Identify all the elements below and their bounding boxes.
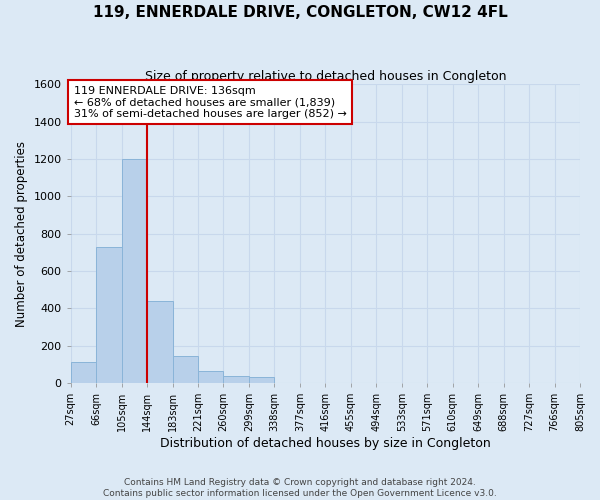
Text: 119 ENNERDALE DRIVE: 136sqm
← 68% of detached houses are smaller (1,839)
31% of : 119 ENNERDALE DRIVE: 136sqm ← 68% of det… [74,86,347,119]
Text: 119, ENNERDALE DRIVE, CONGLETON, CW12 4FL: 119, ENNERDALE DRIVE, CONGLETON, CW12 4F… [92,5,508,20]
Text: Contains HM Land Registry data © Crown copyright and database right 2024.
Contai: Contains HM Land Registry data © Crown c… [103,478,497,498]
Title: Size of property relative to detached houses in Congleton: Size of property relative to detached ho… [145,70,506,83]
X-axis label: Distribution of detached houses by size in Congleton: Distribution of detached houses by size … [160,437,491,450]
Bar [223,376,249,383]
Bar [71,362,96,383]
Bar [249,378,274,383]
Bar [147,301,173,383]
Bar [198,371,223,383]
Y-axis label: Number of detached properties: Number of detached properties [15,140,28,326]
Bar [173,356,198,383]
Bar [96,246,122,383]
Bar [122,159,147,383]
